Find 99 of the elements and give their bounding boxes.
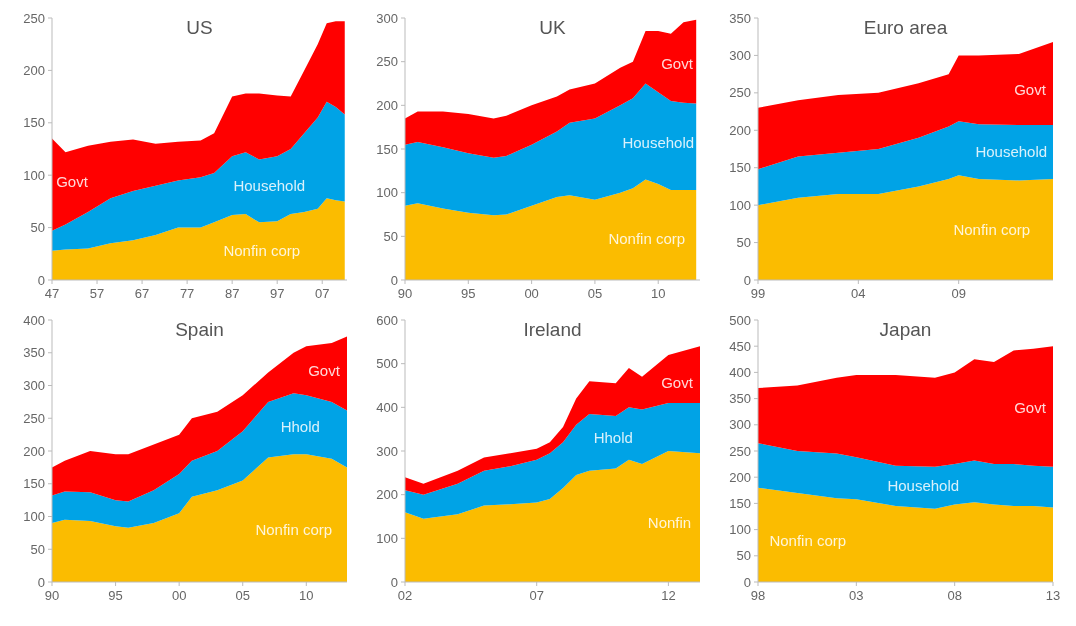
series-label: Household bbox=[622, 134, 695, 152]
y-tick-label: 100 bbox=[729, 197, 751, 213]
y-tick-label: 50 bbox=[30, 541, 45, 557]
y-tick-label: 0 bbox=[390, 272, 398, 288]
x-tick-label: 47 bbox=[44, 286, 60, 301]
chart-title: US bbox=[186, 17, 213, 38]
y-tick-label: 150 bbox=[729, 160, 751, 176]
y-tick-label: 50 bbox=[736, 235, 751, 251]
y-tick-label: 350 bbox=[729, 391, 751, 407]
y-tick-label: 100 bbox=[729, 522, 751, 538]
series-label: Nonfin corp bbox=[953, 221, 1031, 239]
x-tick-label: 95 bbox=[461, 286, 476, 301]
series-label: Govt bbox=[308, 362, 341, 380]
series-label: Nonfin corp bbox=[608, 230, 686, 248]
x-tick-label: 90 bbox=[397, 286, 413, 301]
y-tick-label: 250 bbox=[23, 10, 45, 26]
x-tick-label: 10 bbox=[650, 286, 666, 301]
x-tick-label: 13 bbox=[1045, 588, 1061, 603]
y-tick-label: 200 bbox=[729, 469, 751, 485]
x-tick-label: 10 bbox=[299, 588, 314, 603]
x-tick-label: 98 bbox=[750, 588, 766, 603]
y-tick-label: 350 bbox=[23, 345, 45, 361]
series-label: Govt bbox=[56, 173, 89, 191]
x-tick-label: 07 bbox=[314, 286, 330, 301]
x-tick-label: 04 bbox=[851, 286, 866, 301]
y-tick-label: 0 bbox=[37, 574, 45, 590]
x-tick-label: 90 bbox=[44, 588, 60, 603]
y-tick-label: 300 bbox=[376, 10, 398, 26]
y-tick-label: 50 bbox=[30, 220, 45, 236]
series-label: Nonfin bbox=[647, 513, 692, 531]
y-tick-label: 50 bbox=[736, 548, 751, 564]
x-tick-label: 87 bbox=[224, 286, 240, 301]
y-tick-label: 400 bbox=[376, 399, 398, 415]
x-tick-label: 02 bbox=[397, 588, 413, 603]
y-tick-label: 150 bbox=[376, 141, 398, 157]
series-label: Hhold bbox=[593, 429, 633, 447]
y-tick-label: 150 bbox=[23, 115, 45, 131]
series-label: Nonfin corp bbox=[223, 242, 301, 260]
x-tick-label: 05 bbox=[235, 588, 250, 603]
y-tick-label: 250 bbox=[729, 443, 751, 459]
x-tick-label: 95 bbox=[108, 588, 123, 603]
x-tick-label: 77 bbox=[179, 286, 195, 301]
y-tick-label: 500 bbox=[376, 356, 398, 372]
y-tick-label: 100 bbox=[23, 509, 45, 525]
x-tick-label: 03 bbox=[849, 588, 864, 603]
x-tick-label: 97 bbox=[269, 286, 285, 301]
x-tick-label: 07 bbox=[529, 588, 544, 603]
series-label: Govt bbox=[661, 373, 694, 391]
x-tick-label: 57 bbox=[89, 286, 105, 301]
chart-title: Euro area bbox=[863, 17, 948, 38]
x-tick-label: 99 bbox=[750, 286, 766, 301]
series-label: Household bbox=[887, 476, 960, 494]
series-label: Household bbox=[975, 142, 1048, 160]
y-tick-label: 300 bbox=[729, 417, 751, 433]
y-tick-label: 200 bbox=[729, 122, 751, 138]
y-tick-label: 500 bbox=[729, 312, 751, 328]
x-tick-label: 67 bbox=[134, 286, 150, 301]
y-tick-label: 0 bbox=[743, 574, 751, 590]
y-tick-label: 350 bbox=[729, 10, 751, 26]
y-tick-label: 400 bbox=[23, 312, 45, 328]
x-tick-label: 05 bbox=[587, 286, 603, 301]
series-label: Household bbox=[233, 176, 306, 194]
y-tick-label: 400 bbox=[729, 364, 751, 380]
y-tick-label: 250 bbox=[729, 85, 751, 101]
series-label: Govt bbox=[1014, 80, 1047, 98]
y-tick-label: 450 bbox=[729, 338, 751, 354]
chart-title: Japan bbox=[879, 319, 932, 340]
y-tick-label: 250 bbox=[23, 410, 45, 426]
x-tick-label: 08 bbox=[947, 588, 962, 603]
y-tick-label: 600 bbox=[376, 312, 398, 328]
x-tick-label: 12 bbox=[661, 588, 676, 603]
y-tick-label: 0 bbox=[743, 272, 751, 288]
x-tick-label: 00 bbox=[171, 588, 187, 603]
chart-title: Spain bbox=[175, 319, 224, 340]
y-tick-label: 100 bbox=[376, 185, 398, 201]
y-tick-label: 0 bbox=[390, 574, 398, 590]
y-tick-label: 300 bbox=[729, 47, 751, 63]
x-tick-label: 09 bbox=[951, 286, 966, 301]
y-tick-label: 200 bbox=[23, 443, 45, 459]
y-tick-label: 150 bbox=[729, 495, 751, 511]
series-label: Nonfin corp bbox=[255, 520, 333, 538]
chart-title: Ireland bbox=[523, 319, 582, 340]
y-tick-label: 50 bbox=[383, 228, 398, 244]
y-tick-label: 200 bbox=[23, 62, 45, 78]
series-label: Nonfin corp bbox=[769, 531, 847, 549]
y-tick-label: 200 bbox=[376, 97, 398, 113]
chart-title: UK bbox=[539, 17, 567, 38]
y-tick-label: 250 bbox=[376, 54, 398, 70]
x-tick-label: 00 bbox=[524, 286, 539, 301]
y-tick-label: 0 bbox=[37, 272, 45, 288]
y-tick-label: 150 bbox=[23, 476, 45, 492]
y-tick-label: 100 bbox=[23, 167, 45, 183]
y-tick-label: 300 bbox=[23, 378, 45, 394]
y-tick-label: 100 bbox=[376, 530, 398, 546]
series-label: Govt bbox=[1014, 398, 1047, 416]
y-tick-label: 200 bbox=[376, 487, 398, 503]
series-label: Govt bbox=[661, 54, 694, 72]
series-label: Hhold bbox=[280, 417, 320, 435]
y-tick-label: 300 bbox=[376, 443, 398, 459]
